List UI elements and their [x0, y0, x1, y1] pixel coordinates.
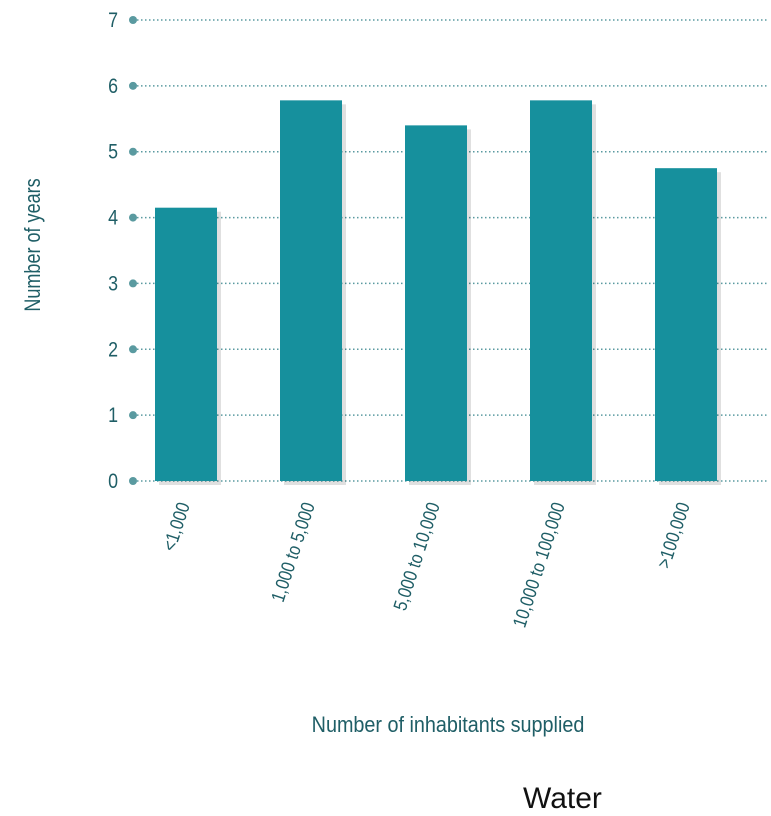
- y-axis-title: Number of years: [21, 178, 45, 311]
- y-tick-label: 4: [108, 206, 118, 230]
- y-tick-dot: [129, 147, 137, 156]
- bar: [405, 125, 467, 481]
- y-tick-dot: [129, 279, 137, 288]
- x-tick-label: 1,000 to 5,000: [267, 500, 319, 605]
- bar: [280, 100, 342, 482]
- y-tick-label: 0: [108, 470, 118, 494]
- y-tick-dot: [129, 213, 137, 222]
- y-tick-dot: [129, 477, 137, 485]
- x-axis-title: Number of inhabitants supplied: [312, 713, 585, 737]
- bar: [655, 168, 717, 481]
- y-tick-dot: [129, 81, 137, 90]
- y-tick-label: 7: [108, 9, 118, 33]
- y-tick-label: 1: [108, 404, 118, 428]
- y-tick-label: 3: [108, 272, 118, 296]
- bar: [530, 100, 592, 482]
- x-axis-labels: <1,000 1,000 to 5,000 5,000 to 10,000 10,00…: [158, 500, 694, 631]
- y-tick-dot: [129, 345, 137, 354]
- y-tick-label: 5: [108, 140, 118, 164]
- y-axis-ticks: 0 1 2 3 4 5 6 7: [108, 9, 137, 494]
- x-tick-label: <1,000: [158, 500, 194, 554]
- y-tick-dot: [129, 16, 137, 24]
- y-tick-label: 6: [108, 75, 118, 99]
- x-tick-label: >100,000: [653, 500, 694, 571]
- y-tick-label: 2: [108, 338, 118, 362]
- footer-caption: Water: [523, 782, 602, 815]
- bars: [155, 100, 721, 486]
- x-tick-label: 5,000 to 10,000: [389, 500, 444, 614]
- y-tick-dot: [129, 411, 137, 420]
- bar: [155, 207, 217, 481]
- x-tick-label: 10,000 to 100,000: [508, 500, 569, 631]
